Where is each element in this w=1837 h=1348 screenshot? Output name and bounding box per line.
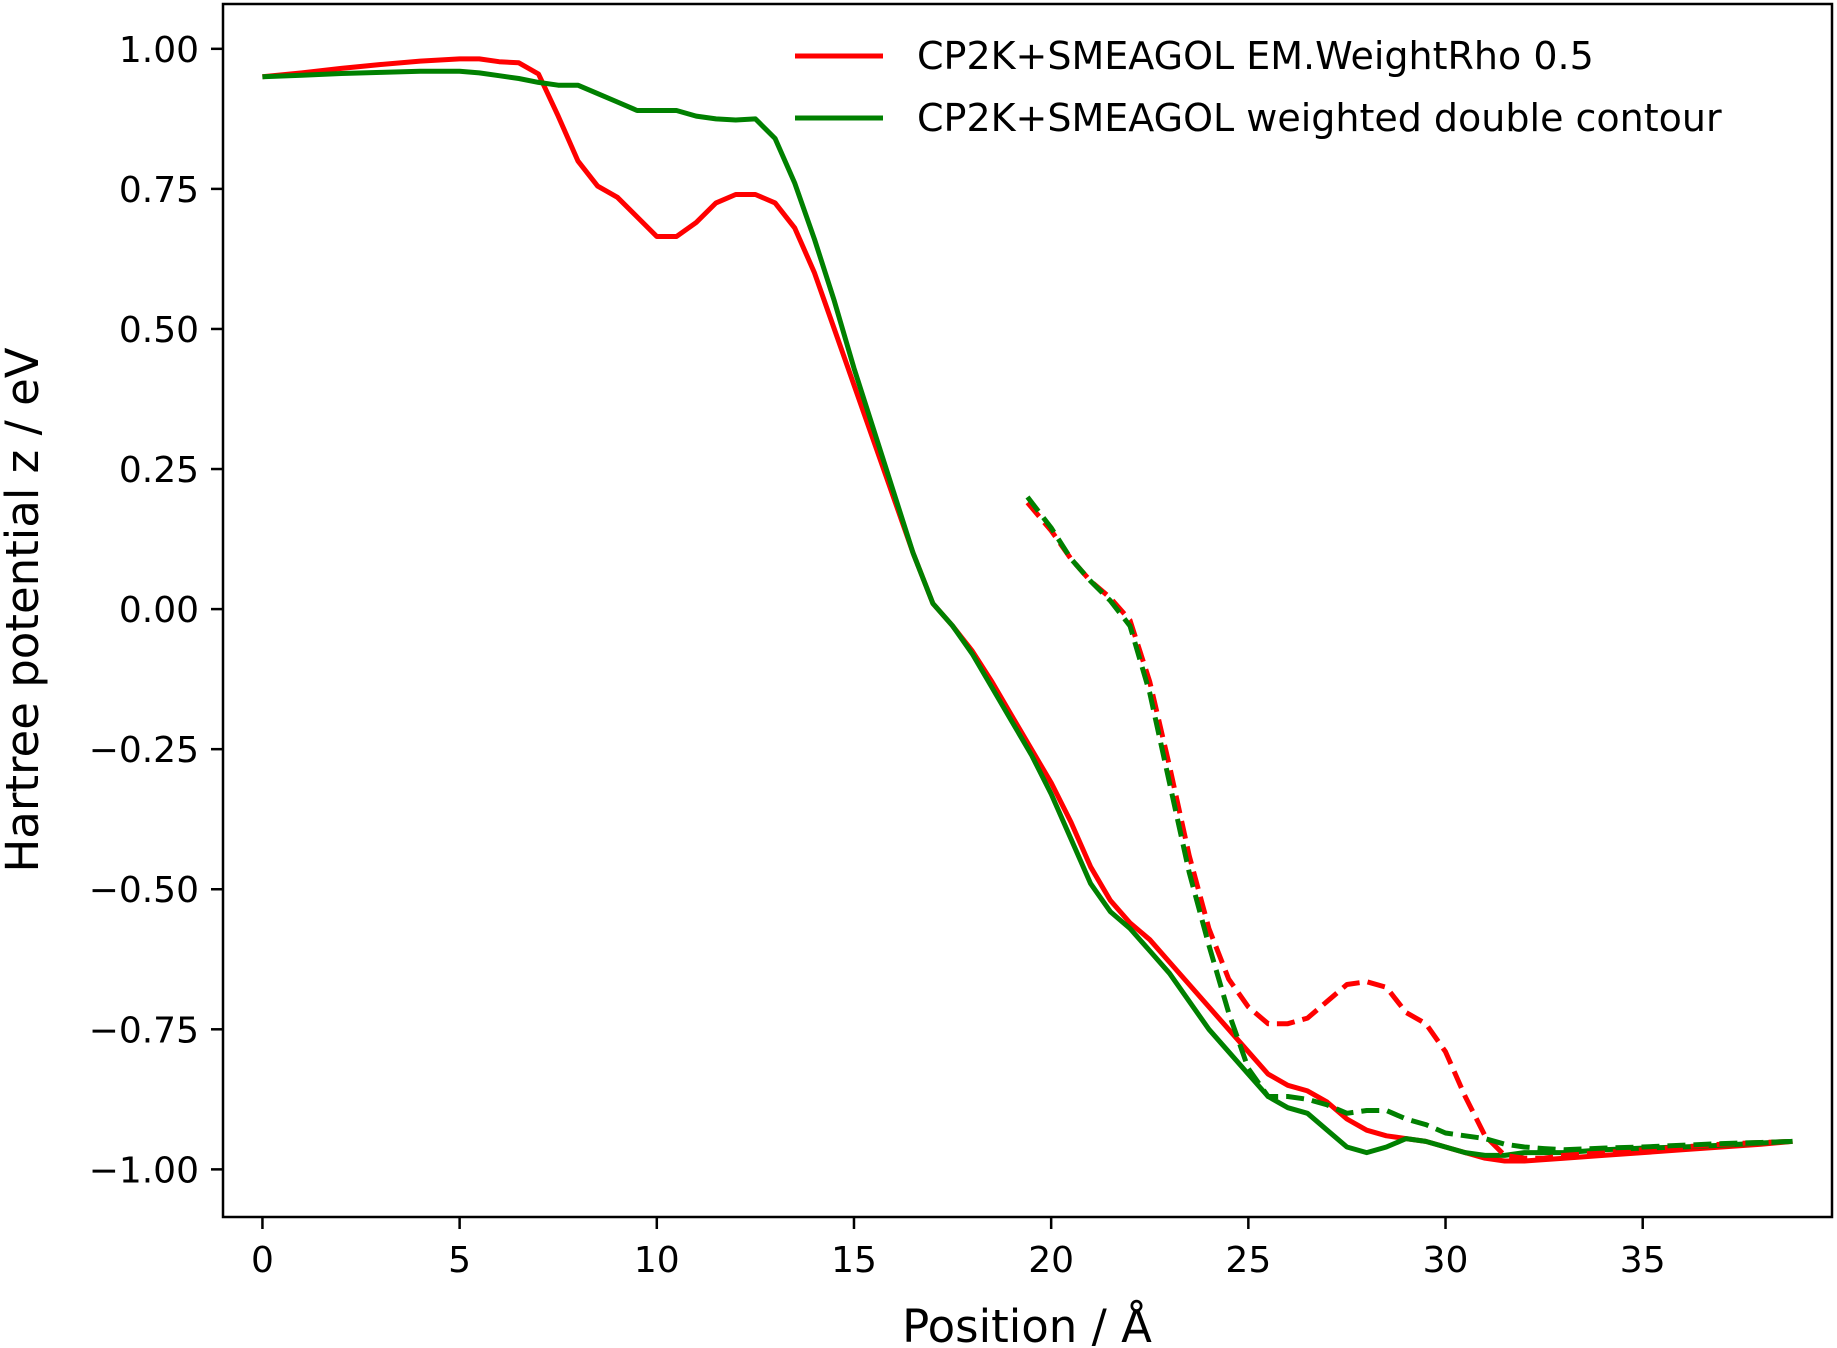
x-tick-label: 35 xyxy=(1620,1240,1666,1281)
y-axis-ticks: 1.00 0.75 0.50 0.25 0.00 −0.25 −0.50 −0.75 −1.00 xyxy=(89,30,223,1191)
y-tick-label: −1.00 xyxy=(89,1150,199,1191)
legend-label-1: CP2K+SMEAGOL EM.WeightRho 0.5 xyxy=(917,34,1594,78)
y-tick-label: −0.50 xyxy=(89,870,199,911)
x-axis-label: Position / Å xyxy=(902,1300,1152,1348)
x-tick-label: 25 xyxy=(1225,1240,1271,1281)
y-axis-label: Hartree potential z / eV xyxy=(0,347,49,872)
y-tick-label: −0.25 xyxy=(89,730,199,771)
y-tick-label: −0.75 xyxy=(89,1010,199,1051)
x-axis-ticks: 0 5 10 15 20 25 30 35 xyxy=(251,1217,1666,1281)
x-tick-label: 5 xyxy=(448,1240,471,1281)
legend: CP2K+SMEAGOL EM.WeightRho 0.5 CP2K+SMEAGO… xyxy=(795,34,1722,140)
x-tick-label: 10 xyxy=(634,1240,680,1281)
series-layer xyxy=(262,56,1793,1164)
series-line-2 xyxy=(262,68,1793,1158)
y-tick-label: 1.00 xyxy=(119,30,199,71)
x-tick-label: 0 xyxy=(251,1240,274,1281)
y-tick-label: 0.75 xyxy=(119,170,199,211)
y-tick-label: 0.00 xyxy=(119,590,199,631)
x-tick-label: 15 xyxy=(831,1240,877,1281)
y-tick-label: 0.25 xyxy=(119,450,199,491)
y-tick-label: 0.50 xyxy=(119,310,199,351)
plot-frame xyxy=(221,2,1834,1219)
x-tick-label: 20 xyxy=(1028,1240,1074,1281)
legend-label-2: CP2K+SMEAGOL weighted double contour xyxy=(917,96,1722,140)
x-tick-label: 30 xyxy=(1423,1240,1469,1281)
